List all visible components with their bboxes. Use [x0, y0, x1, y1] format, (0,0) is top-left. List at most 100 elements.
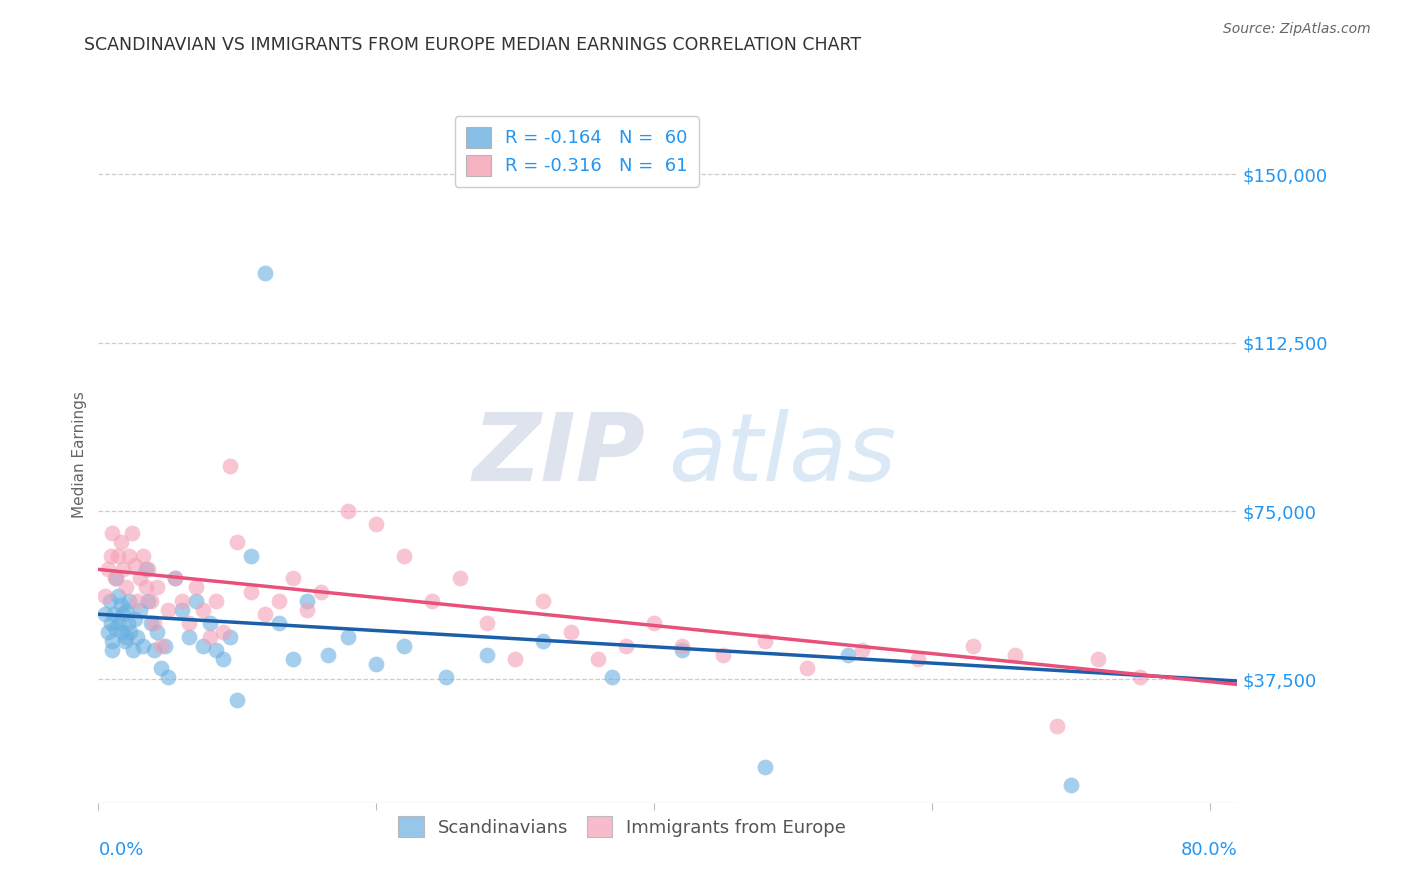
Legend: Scandinavians, Immigrants from Europe: Scandinavians, Immigrants from Europe — [389, 807, 855, 846]
Point — [115, 603, 138, 617]
Point — [434, 670, 457, 684]
Point — [254, 266, 277, 280]
Point — [101, 526, 124, 541]
Point — [115, 630, 138, 644]
Point — [219, 459, 242, 474]
Point — [503, 652, 526, 666]
Text: SCANDINAVIAN VS IMMIGRANTS FROM EUROPE MEDIAN EARNINGS CORRELATION CHART: SCANDINAVIAN VS IMMIGRANTS FROM EUROPE M… — [84, 36, 862, 54]
Text: atlas: atlas — [668, 409, 896, 500]
Point — [103, 607, 125, 622]
Point — [337, 504, 360, 518]
Point — [184, 580, 207, 594]
Point — [170, 594, 193, 608]
Point — [671, 643, 693, 657]
Point — [962, 639, 984, 653]
Point — [796, 661, 818, 675]
Point — [114, 634, 136, 648]
Point — [198, 630, 221, 644]
Point — [643, 616, 665, 631]
Point — [149, 639, 172, 653]
Point — [101, 634, 124, 648]
Point — [600, 670, 623, 684]
Point — [1004, 648, 1026, 662]
Point — [108, 616, 131, 631]
Point — [112, 607, 135, 622]
Point — [309, 584, 332, 599]
Point — [127, 630, 149, 644]
Point — [121, 526, 143, 541]
Point — [94, 590, 117, 604]
Point — [132, 549, 155, 563]
Point — [420, 594, 443, 608]
Point — [281, 652, 304, 666]
Point — [145, 580, 167, 594]
Point — [226, 692, 249, 706]
Point — [295, 603, 318, 617]
Point — [163, 571, 186, 585]
Point — [1087, 652, 1109, 666]
Point — [392, 549, 415, 563]
Point — [115, 580, 138, 594]
Y-axis label: Median Earnings: Median Earnings — [72, 392, 87, 518]
Point — [120, 625, 142, 640]
Point — [132, 639, 155, 653]
Point — [671, 639, 693, 653]
Point — [156, 603, 179, 617]
Text: Source: ZipAtlas.com: Source: ZipAtlas.com — [1223, 22, 1371, 37]
Point — [124, 612, 146, 626]
Point — [240, 584, 263, 599]
Point — [212, 652, 235, 666]
Point — [110, 599, 132, 613]
Point — [366, 657, 388, 671]
Point — [97, 562, 120, 576]
Point — [145, 625, 167, 640]
Point — [177, 630, 200, 644]
Point — [477, 616, 499, 631]
Point — [107, 549, 129, 563]
Point — [212, 625, 235, 640]
Point — [531, 594, 554, 608]
Point — [110, 535, 132, 549]
Point — [1129, 670, 1152, 684]
Point — [118, 549, 141, 563]
Point — [149, 661, 172, 675]
Point — [851, 643, 873, 657]
Point — [124, 558, 146, 572]
Point — [143, 643, 166, 657]
Point — [226, 535, 249, 549]
Point — [392, 639, 415, 653]
Point — [104, 621, 127, 635]
Point — [122, 643, 145, 657]
Point — [100, 549, 122, 563]
Point — [191, 603, 214, 617]
Point — [219, 630, 242, 644]
Point — [156, 670, 179, 684]
Point — [254, 607, 277, 622]
Point — [129, 603, 152, 617]
Point — [117, 616, 139, 631]
Point — [135, 562, 157, 576]
Point — [1059, 778, 1081, 792]
Point — [94, 607, 117, 622]
Point — [97, 625, 120, 640]
Point — [143, 616, 166, 631]
Point — [98, 594, 121, 608]
Point — [907, 652, 929, 666]
Point — [267, 616, 290, 631]
Point — [138, 594, 160, 608]
Point — [153, 639, 176, 653]
Point — [316, 648, 339, 662]
Point — [118, 594, 141, 608]
Point — [100, 616, 122, 631]
Point — [184, 594, 207, 608]
Point — [240, 549, 263, 563]
Point — [713, 648, 735, 662]
Point — [177, 616, 200, 631]
Point — [107, 590, 129, 604]
Point — [205, 643, 228, 657]
Point — [614, 639, 637, 653]
Point — [1046, 719, 1069, 733]
Point — [112, 562, 135, 576]
Point — [138, 562, 160, 576]
Point — [366, 517, 388, 532]
